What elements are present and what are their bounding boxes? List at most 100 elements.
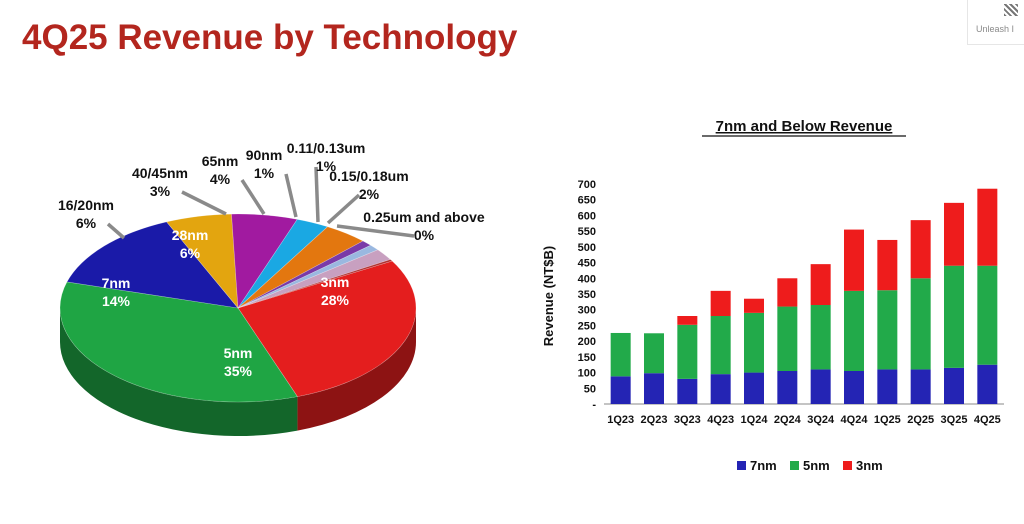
brand-text: Unleash I <box>976 24 1015 34</box>
bar-3nm-3Q25 <box>944 202 964 266</box>
pie-slices <box>59 213 417 403</box>
bar-5nm-1Q24 <box>744 312 764 373</box>
x-tick-label: 4Q25 <box>974 414 1001 426</box>
legend-label-7nm: 7nm <box>750 458 777 473</box>
bar-5nm-2Q25 <box>910 278 931 370</box>
x-ticks: 1Q23 2Q23 3Q23 4Q23 1Q24 2Q24 3Q24 4Q24 1Q25 2Q25… <box>607 414 1001 426</box>
pie-pointer-0.11/0.13um <box>314 166 320 223</box>
pie-pointer-65nm <box>240 179 266 215</box>
y-tick-label: 400 <box>578 273 596 285</box>
x-tick-label: 1Q24 <box>741 414 769 426</box>
x-tick-label: 2Q25 <box>907 414 934 426</box>
bar-3nm-4Q23 <box>710 290 731 316</box>
bar-7nm-3Q23 <box>677 378 698 404</box>
pie-label-90nm: 90nm <box>246 147 283 163</box>
x-tick-label: 3Q24 <box>807 414 835 426</box>
bar-7nm-4Q25 <box>977 364 998 404</box>
y-ticks: - 50 100 150 200 250 300 350 400 450 500 550 600 650 7… <box>578 179 597 411</box>
brand-corner: Unleash I <box>967 0 1024 45</box>
pie-pointer-16/20nm <box>106 222 126 240</box>
pie-pointer-40/45nm <box>181 190 227 216</box>
bar-5nm-3Q23 <box>677 324 698 379</box>
y-tick-label: 150 <box>578 352 596 364</box>
bar-5nm-1Q23 <box>610 332 631 377</box>
y-tick-label: 600 <box>578 210 596 222</box>
y-tick-label: 650 <box>578 195 596 207</box>
x-tick-label: 1Q25 <box>874 414 901 426</box>
pie-slice-16/20nm <box>166 213 239 309</box>
y-axis-label: Revenue (NT$B) <box>541 246 556 346</box>
pie-slice-40/45nm <box>237 219 329 309</box>
y-tick-label: 200 <box>578 336 596 348</box>
bar-3nm-2Q25 <box>910 220 931 279</box>
bar-7nm-3Q25 <box>944 367 964 404</box>
bar-5nm-1Q25 <box>877 290 898 370</box>
legend-label-5nm: 5nm <box>803 458 830 473</box>
pie-value-0.25um and above: 0% <box>414 227 435 243</box>
x-tick-label: 2Q24 <box>774 414 802 426</box>
bar-3nm-3Q24 <box>810 264 831 305</box>
y-tick-label: 300 <box>578 305 596 317</box>
pie-label-16/20nm: 16/20nm <box>58 197 114 213</box>
bar-7nm-2Q23 <box>644 373 664 404</box>
pie-label-0.25um and above: 0.25um and above <box>363 209 485 225</box>
pie-labels: 3nm 28% 5nm 35% 7nm 14% 16/20nm 6% 28nm 6% 40/45nm… <box>58 140 485 379</box>
pie-value-5nm: 35% <box>224 363 253 379</box>
pie-label-7nm: 7nm <box>102 275 131 291</box>
legend-swatch-3nm <box>843 461 852 470</box>
pie-slice-5nm <box>59 281 298 403</box>
y-tick-label: 100 <box>578 368 596 380</box>
x-tick-label: 2Q23 <box>641 414 668 426</box>
pie-value-0.11/0.13um: 1% <box>316 158 337 174</box>
legend-swatch-7nm <box>737 461 746 470</box>
x-tick-label: 3Q23 <box>674 414 701 426</box>
y-tick-label: 450 <box>578 258 596 270</box>
pie-label-28nm: 28nm <box>172 227 209 243</box>
pie-pointer-0.25um and above <box>336 224 415 238</box>
pie-slice-65nm <box>237 226 364 309</box>
pie-value-7nm: 14% <box>102 293 131 309</box>
bar-legend: 7nm 5nm 3nm <box>737 458 883 473</box>
bar-3nm-1Q25 <box>877 239 898 291</box>
bar-3nm-2Q24 <box>777 278 798 307</box>
bar-5nm-2Q24 <box>777 306 798 371</box>
bar-chart-title: 7nm and Below Revenue <box>716 118 893 135</box>
pie-slice-28nm <box>231 213 298 309</box>
bars <box>610 188 998 404</box>
technology-pie-chart: 3nm 28% 5nm 35% 7nm 14% 16/20nm 6% 28nm 6% 40/45nm… <box>58 140 485 436</box>
x-tick-label: 1Q23 <box>607 414 634 426</box>
bar-5nm-2Q23 <box>644 333 664 374</box>
logo-icon <box>1004 4 1018 16</box>
bar-7nm-4Q24 <box>844 371 864 404</box>
bar-3nm-3Q23 <box>677 316 698 325</box>
pie-pointer-90nm <box>284 173 298 218</box>
bar-5nm-3Q25 <box>944 265 964 368</box>
bar-3nm-4Q25 <box>977 188 998 266</box>
x-tick-label: 3Q25 <box>941 414 968 426</box>
pie-label-65nm: 65nm <box>202 153 239 169</box>
bar-5nm-4Q24 <box>844 290 864 371</box>
pie-label-0.11/0.13um: 0.11/0.13um <box>287 140 366 156</box>
legend-swatch-5nm <box>790 461 799 470</box>
pie-value-65nm: 4% <box>210 171 231 187</box>
pie-slice-90nm <box>237 240 372 309</box>
pie-slice-0.25um and above <box>237 259 393 309</box>
bar-3nm-4Q24 <box>844 229 864 291</box>
pie-label-40/45nm: 40/45nm <box>132 165 188 181</box>
pie-value-28nm: 6% <box>180 245 201 261</box>
pie-label-3nm: 3nm <box>321 274 350 290</box>
y-tick-label: - <box>592 399 596 411</box>
x-tick-label: 4Q23 <box>707 414 734 426</box>
bar-3nm-1Q24 <box>744 298 764 313</box>
bar-7nm-4Q23 <box>710 374 731 404</box>
legend-label-3nm: 3nm <box>856 458 883 473</box>
pie-side-walls <box>60 308 416 436</box>
x-tick-label: 4Q24 <box>841 414 869 426</box>
y-tick-label: 250 <box>578 320 596 332</box>
pie-slice-3nm <box>237 260 417 397</box>
page-title: 4Q25 Revenue by Technology <box>22 18 518 57</box>
y-tick-label: 500 <box>578 242 596 254</box>
pie-label-5nm: 5nm <box>224 345 253 361</box>
pie-side-3nm <box>297 308 416 431</box>
